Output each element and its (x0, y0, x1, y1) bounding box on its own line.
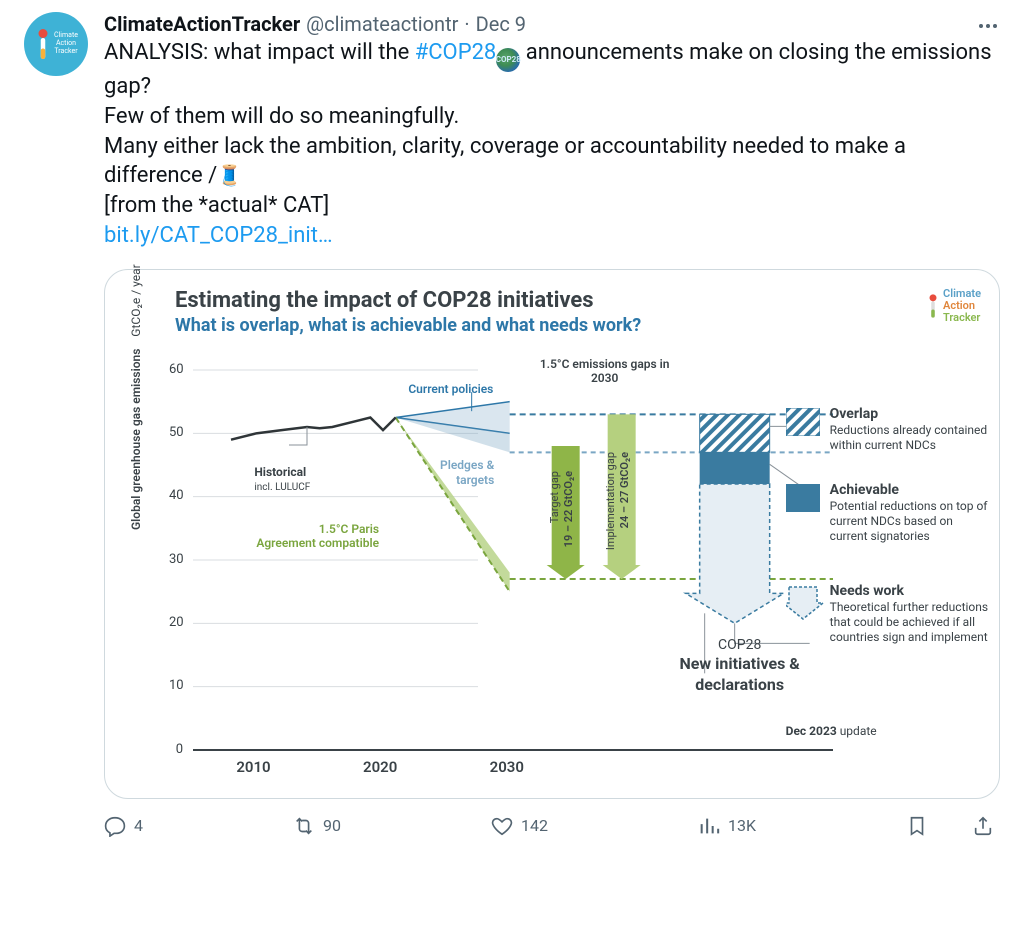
overlap-legend: OverlapReductions already contained with… (830, 406, 990, 454)
share-icon (972, 815, 994, 837)
impl-gap-value: 24 – 27 GtCO₂e (618, 452, 631, 528)
y-label-main: Global greenhouse gas emissions (129, 348, 143, 529)
cop28-label: COP28New initiatives & declarations (660, 636, 820, 696)
tweet-content: ClimateActionTracker @climateactiontr · … (104, 12, 1000, 837)
thread-emoji: 🧵 (217, 163, 242, 187)
gaps-title: 1.5°C emissions gaps in 2030 (540, 357, 670, 386)
x-tick: 2010 (236, 758, 270, 776)
date[interactable]: Dec 9 (476, 12, 526, 36)
hashtag-cop28[interactable]: #COP28 (415, 40, 497, 65)
display-name[interactable]: ClimateActionTracker (104, 12, 300, 36)
paris-label: 1.5°C ParisAgreement compatible (256, 522, 379, 551)
reply-button[interactable]: 4 (104, 815, 143, 837)
text-part: [from the *actual* CAT] (104, 193, 329, 218)
more-icon (976, 14, 1000, 38)
logo-action: Action (943, 299, 975, 312)
views-count: 13K (728, 816, 756, 835)
current-policies-label: Current policies (408, 382, 493, 396)
reply-count: 4 (134, 816, 143, 835)
x-tick: 2030 (490, 758, 524, 776)
achievable-swatch (786, 484, 820, 512)
tweet-container: ClimateActionTracker ClimateActionTracke… (0, 0, 1024, 849)
handle[interactable]: @climateactiontr (306, 12, 458, 36)
chart-subtitle: What is overlap, what is achievable and … (175, 315, 989, 336)
cop28-earth-emoji: COP28 (496, 48, 520, 72)
chart-card[interactable]: Estimating the impact of COP28 initiativ… (104, 269, 1000, 799)
more-button[interactable] (976, 14, 1000, 42)
text-part: ANALYSIS: what impact will the (104, 40, 415, 65)
target-gap-label: Target gap (548, 471, 561, 523)
achievable-legend: AchievablePotential reductions on top of… (830, 482, 990, 545)
retweet-count: 90 (323, 816, 341, 835)
y-tick: 0 (169, 742, 183, 757)
like-count: 142 (521, 816, 548, 835)
y-axis-label: Global greenhouse gas emissions GtCO₂e /… (129, 264, 143, 530)
tweet-header: ClimateActionTracker @climateactiontr · … (104, 12, 1000, 36)
views-icon (698, 815, 720, 837)
tweet-link[interactable]: bit.ly/CAT_COP28_init… (104, 223, 333, 248)
logo-climate: Climate (943, 287, 981, 300)
impl-gap-label: Implementation gap (604, 452, 617, 550)
pledges-label: Pledges &targets (440, 458, 494, 487)
avatar[interactable]: ClimateActionTracker (24, 12, 88, 76)
y-tick: 40 (169, 488, 183, 503)
dot: · (464, 12, 469, 36)
plot-svg (193, 370, 573, 750)
text-part: Few of them will do so meaningfully. (104, 104, 459, 129)
views-button[interactable]: 13K (698, 815, 756, 837)
target-gap-value: 19 – 22 GtCO₂e (562, 471, 575, 547)
logo-tracker: Tracker (943, 311, 980, 324)
reply-icon (104, 815, 126, 837)
y-tick: 20 (169, 615, 183, 630)
retweet-button[interactable]: 90 (293, 815, 341, 837)
chart-title: Estimating the impact of COP28 initiativ… (175, 288, 989, 313)
y-label-unit: GtCO₂e / year (129, 264, 143, 336)
y-tick: 10 (169, 678, 183, 693)
needs-work-swatch (786, 585, 820, 613)
heart-icon (491, 815, 513, 837)
bookmark-icon (906, 815, 928, 837)
y-tick: 30 (169, 552, 183, 567)
y-tick: 50 (169, 425, 183, 440)
chart-plot-area (193, 370, 573, 750)
y-tick: 60 (169, 362, 183, 377)
tweet-actions: 4 90 142 13K (104, 815, 1000, 837)
x-tick: 2020 (363, 758, 397, 776)
share-button[interactable] (972, 815, 994, 837)
update-note: Dec 2023 update (786, 724, 877, 738)
like-button[interactable]: 142 (491, 815, 548, 837)
retweet-icon (293, 815, 315, 837)
historical-label: Historicalincl. LULUCF (254, 465, 310, 494)
bookmark-button[interactable] (906, 815, 928, 837)
needs-work-legend: Needs workTheoretical further reductions… (830, 583, 990, 646)
tweet-text: ANALYSIS: what impact will the #COP28COP… (104, 38, 1000, 251)
overlap-swatch (786, 408, 820, 436)
cat-logo: ClimateActionTracker (927, 288, 981, 324)
